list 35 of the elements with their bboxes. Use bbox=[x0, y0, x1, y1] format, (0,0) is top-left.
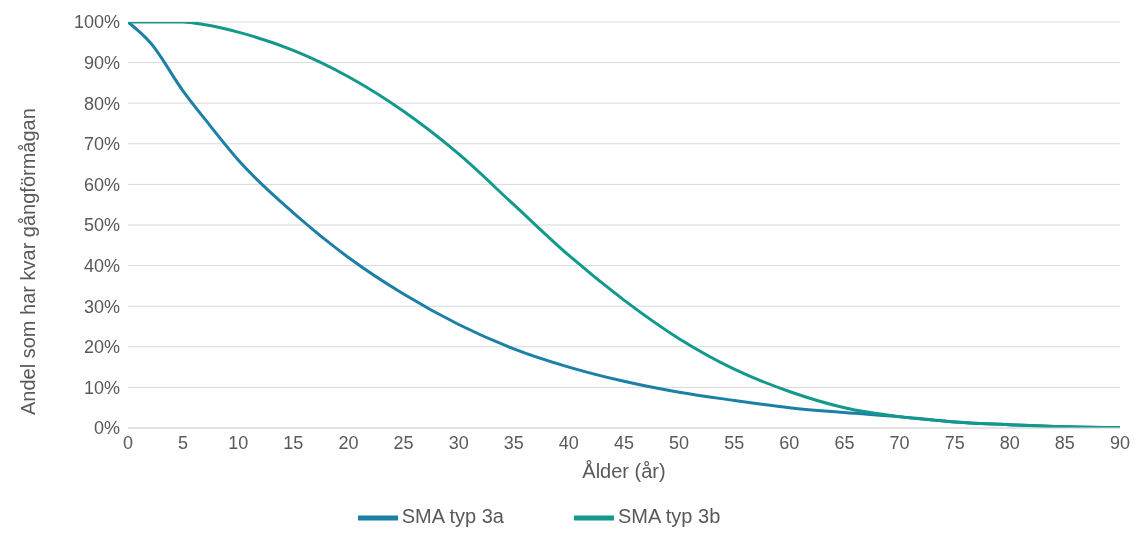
x-tick-label: 60 bbox=[779, 432, 800, 453]
y-tick-label: 30% bbox=[83, 296, 120, 317]
x-tick-label: 40 bbox=[558, 432, 579, 453]
x-tick-label: 10 bbox=[228, 432, 249, 453]
x-tick-label: 90 bbox=[1109, 432, 1131, 453]
y-tick-label: 10% bbox=[83, 377, 120, 398]
y-tick-label: 40% bbox=[83, 255, 120, 276]
y-tick-label: 0% bbox=[93, 418, 120, 439]
x-axis-title: Ålder (år) bbox=[582, 460, 666, 482]
x-tick-label: 85 bbox=[1054, 432, 1075, 453]
y-tick-label: 60% bbox=[83, 174, 120, 195]
x-tick-label: 35 bbox=[503, 432, 524, 453]
x-tick-label: 30 bbox=[448, 432, 469, 453]
x-tick-label: 65 bbox=[834, 432, 855, 453]
y-tick-label: 70% bbox=[83, 134, 120, 155]
y-axis-title: Andel som har kvar gångförmågan bbox=[17, 108, 40, 415]
x-tick-label: 25 bbox=[393, 432, 414, 453]
x-tick-label: 70 bbox=[889, 432, 910, 453]
x-tick-label: 15 bbox=[283, 432, 304, 453]
y-tick-label: 100% bbox=[73, 12, 120, 33]
x-tick-label: 0 bbox=[122, 432, 134, 453]
x-tick-label: 80 bbox=[999, 432, 1020, 453]
x-tick-label: 75 bbox=[944, 432, 965, 453]
x-tick-label: 55 bbox=[724, 432, 745, 453]
line-series bbox=[128, 22, 1120, 428]
x-tick-label: 45 bbox=[613, 432, 635, 453]
x-tick-label: 5 bbox=[178, 432, 189, 453]
x-tick-label: 50 bbox=[669, 432, 690, 453]
y-tick-label: 50% bbox=[83, 215, 120, 236]
y-tick-label: 90% bbox=[83, 52, 120, 73]
x-tick-label: 20 bbox=[338, 432, 359, 453]
legend-label: SMA typ 3a bbox=[401, 505, 504, 528]
y-tick-label: 20% bbox=[83, 337, 120, 358]
y-tick-label: 80% bbox=[83, 93, 120, 114]
legend-label: SMA typ 3b bbox=[618, 505, 721, 528]
